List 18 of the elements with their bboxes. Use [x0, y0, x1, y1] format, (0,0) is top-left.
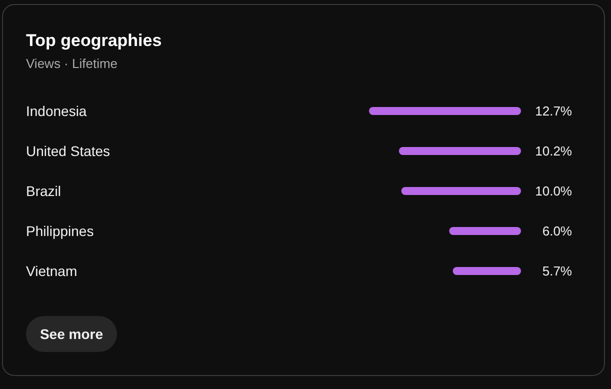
data-label: 10.2%	[535, 144, 572, 159]
bar	[398, 147, 521, 155]
y-tick-label: Indonesia	[26, 102, 87, 119]
data-label: 6.0%	[542, 224, 572, 239]
bar	[401, 187, 521, 195]
see-more-button: See more	[26, 316, 117, 352]
bar	[369, 107, 521, 115]
text: Views · Lifetime	[26, 56, 118, 71]
y-tick-label: Vietnam	[26, 262, 78, 279]
data-label: 5.7%	[542, 264, 572, 279]
y-tick-label: Brazil	[26, 182, 62, 199]
bar	[452, 267, 521, 275]
data-label: 10.0%	[535, 184, 572, 199]
y-tick-label: United States	[26, 142, 110, 159]
y-tick-label: Philippines	[26, 222, 94, 239]
bar	[449, 227, 521, 235]
data-label: 12.7%	[535, 104, 572, 119]
text: Top geographies	[26, 31, 162, 50]
